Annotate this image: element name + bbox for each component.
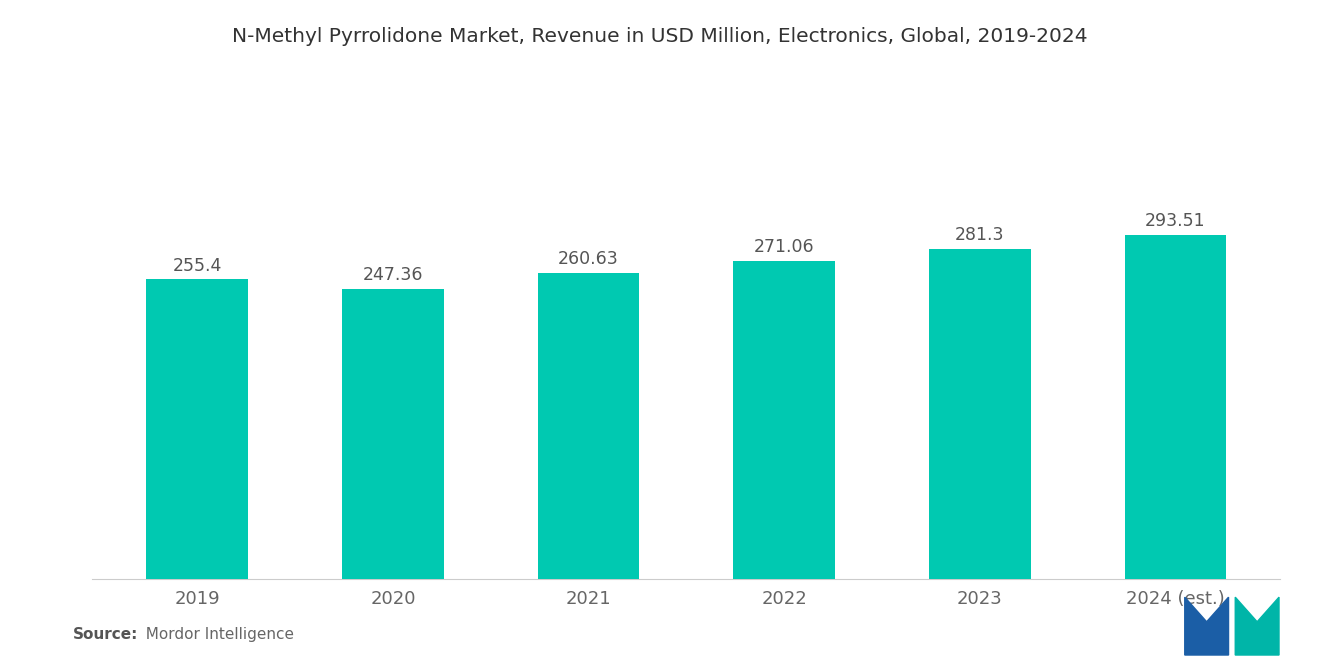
Text: Source:: Source: [73, 626, 139, 642]
Bar [147, 279, 248, 579]
Text: 293.51: 293.51 [1146, 212, 1206, 230]
Polygon shape [1236, 597, 1279, 655]
Text: 271.06: 271.06 [754, 238, 814, 256]
Text: N-Methyl Pyrrolidone Market, Revenue in USD Million, Electronics, Global, 2019-2: N-Methyl Pyrrolidone Market, Revenue in … [232, 27, 1088, 46]
Text: Mordor Intelligence: Mordor Intelligence [136, 626, 294, 642]
Bar [537, 273, 639, 579]
Text: 247.36: 247.36 [363, 266, 424, 284]
Polygon shape [1185, 597, 1229, 655]
Bar [342, 289, 444, 579]
Bar [1125, 235, 1226, 579]
Text: 281.3: 281.3 [956, 226, 1005, 244]
Bar [929, 249, 1031, 579]
Text: 260.63: 260.63 [558, 251, 619, 269]
Bar [734, 261, 836, 579]
Text: 255.4: 255.4 [173, 257, 222, 275]
